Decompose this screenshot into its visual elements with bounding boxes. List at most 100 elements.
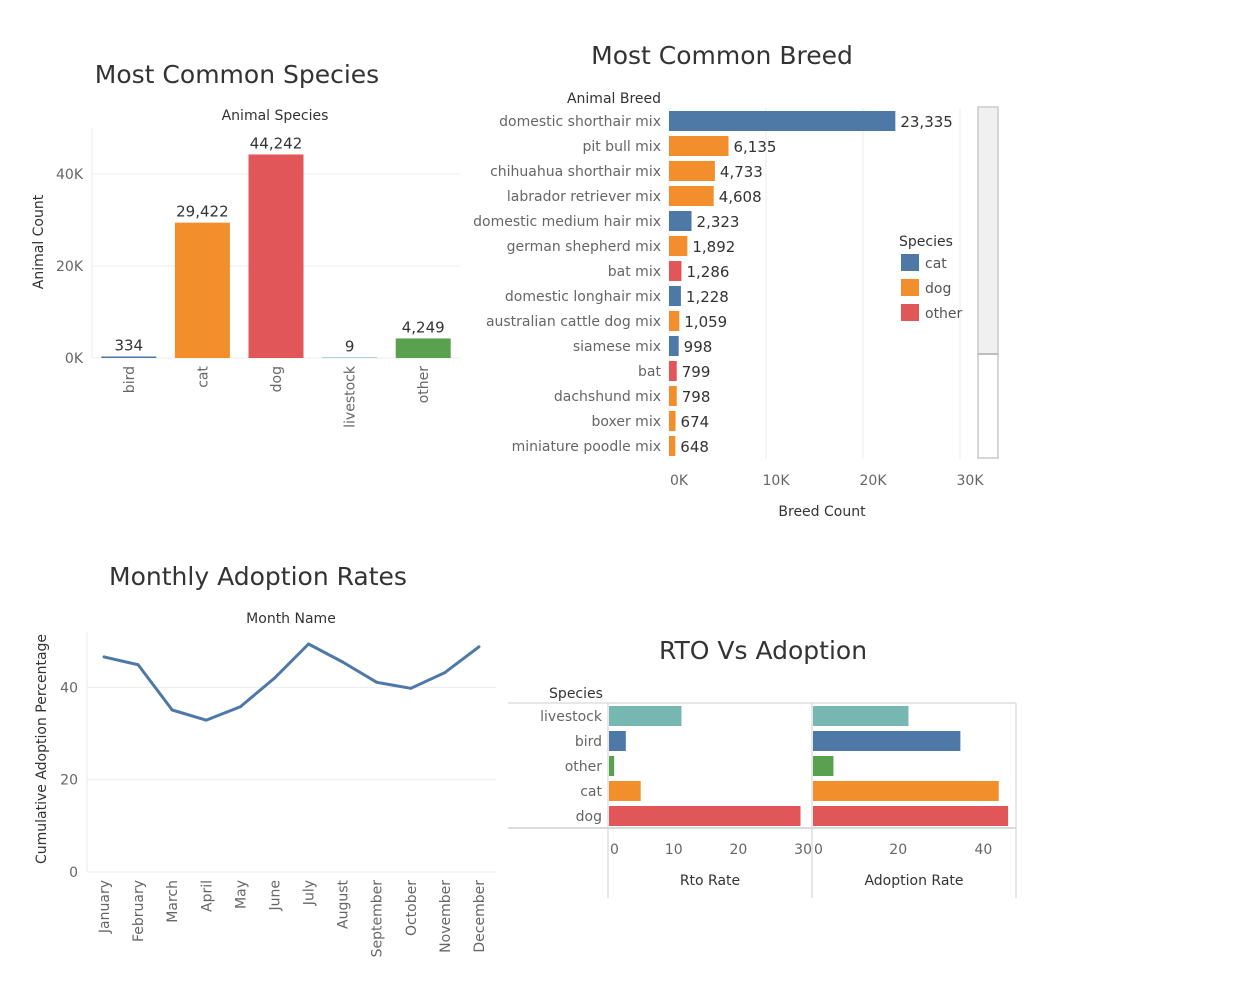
adoption-rate-x-tick-label: 20 (889, 842, 907, 858)
monthly-y-tick-label: 40 (60, 680, 78, 696)
breed-category-label: domestic longhair mix (505, 289, 661, 305)
species-bar-other (395, 338, 451, 358)
monthly-category-label: January (97, 880, 113, 934)
breed-value-label: 648 (680, 438, 709, 456)
breed-category-label: german shepherd mix (507, 239, 661, 255)
adoption-bar-livestock (813, 706, 909, 726)
species-category-label-dog: dog (269, 366, 285, 392)
breed-chart-title: Most Common Breed (591, 41, 853, 70)
breed-category-label: dachshund mix (554, 389, 661, 405)
species-chart-title: Most Common Species (95, 60, 379, 89)
breed-value-label: 4,608 (719, 188, 762, 206)
species-y-tick-label: 0K (65, 351, 84, 367)
rto-bar-bird (609, 731, 626, 751)
monthly-category-label: March (165, 880, 181, 923)
species-y-tick-label: 40K (56, 167, 84, 183)
species-bar-bird (101, 356, 157, 358)
breed-legend-title: Species (899, 234, 953, 250)
adoption-rate-point (272, 676, 276, 680)
rto-category-label-bird: bird (575, 734, 602, 750)
adoption-rate-point (477, 645, 481, 649)
legend-label-cat: cat (925, 256, 947, 272)
legend-label-dog: dog (925, 281, 951, 297)
rto-y-axis-title: Species (549, 686, 603, 702)
rto-category-label-livestock: livestock (540, 709, 603, 725)
species-category-label-other: other (416, 366, 432, 404)
breed-category-label: australian cattle dog mix (486, 314, 661, 330)
species-y-tick-label: 20K (56, 259, 84, 275)
rto-bar-dog (609, 806, 801, 826)
monthly-chart: 0 20 40 January February March April May June Jul… (60, 632, 496, 957)
rto-bar-other (609, 756, 615, 776)
adoption-rate-point (238, 705, 242, 709)
species-value-label-livestock: 9 (345, 337, 355, 355)
breed-category-label: bat mix (608, 264, 661, 280)
rto-bar-livestock (609, 706, 682, 726)
breed-chart: 0K 10K 20K 30K 23,335 domestic shorthair mix 6… (473, 108, 984, 489)
breed-value-label: 1,892 (692, 238, 735, 256)
breed-bar (669, 111, 896, 131)
species-value-label-dog: 44,242 (250, 134, 303, 152)
breed-y-axis-title: Animal Breed (567, 91, 661, 107)
breed-bar (669, 236, 688, 256)
breed-bar (669, 136, 729, 156)
adoption-rate-axis-title: Adoption Rate (864, 873, 963, 889)
breed-bar (669, 286, 681, 306)
breed-x-tick-label: 10K (763, 473, 791, 489)
rto-chart-title: RTO Vs Adoption (659, 636, 867, 665)
breed-bar (669, 211, 692, 231)
species-bar-dog (248, 154, 304, 358)
breed-x-tick-label: 0K (670, 473, 689, 489)
species-bar-livestock (322, 357, 378, 358)
monthly-category-label: September (370, 880, 386, 958)
breed-value-label: 1,228 (686, 288, 729, 306)
breed-category-label: siamese mix (573, 339, 661, 355)
adoption-rate-line (103, 642, 480, 722)
species-category-label-bird: bird (122, 366, 138, 393)
species-category-label-livestock: livestock (343, 365, 359, 428)
species-category-label-cat: cat (195, 365, 211, 387)
adoption-bar-cat (813, 781, 999, 801)
breed-category-label: pit bull mix (582, 139, 661, 155)
breed-value-label: 1,059 (684, 313, 727, 331)
adoption-rate-point (204, 718, 208, 722)
monthly-category-label: July (302, 880, 318, 906)
adoption-rate-point (307, 642, 311, 646)
adoption-rate-x-tick-label: 40 (974, 842, 992, 858)
breed-bar (669, 386, 677, 406)
monthly-x-axis-title: Month Name (246, 611, 336, 627)
breed-category-label: chihuahua shorthair mix (490, 164, 661, 180)
monthly-category-label: May (233, 880, 249, 909)
scrollbar-thumb[interactable] (979, 108, 997, 354)
breed-value-label: 674 (681, 413, 710, 431)
species-value-label-cat: 29,422 (176, 203, 229, 221)
breed-bar (669, 161, 715, 181)
breed-value-label: 998 (684, 338, 713, 356)
breed-value-label: 799 (682, 363, 711, 381)
breed-category-label: domestic medium hair mix (473, 214, 661, 230)
breed-value-label: 2,323 (697, 213, 740, 231)
monthly-chart-title: Monthly Adoption Rates (109, 562, 407, 591)
monthly-category-label: August (336, 879, 352, 929)
adoption-rate-point (102, 655, 106, 659)
adoption-rate-point (341, 660, 345, 664)
species-value-label-bird: 334 (114, 336, 143, 354)
breed-bar (669, 336, 679, 356)
species-y-axis-title: Animal Count (31, 194, 47, 289)
breed-value-label: 23,335 (900, 113, 953, 131)
rto-category-label-other: other (565, 759, 603, 775)
breed-scrollbar[interactable] (977, 106, 999, 459)
rto-category-label-cat: cat (580, 784, 602, 800)
monthly-category-label: October (404, 880, 420, 936)
breed-category-label: miniature poodle mix (512, 439, 661, 455)
adoption-rate-point (170, 708, 174, 712)
breed-bar (669, 361, 677, 381)
breed-bar (669, 411, 676, 431)
breed-bar (669, 261, 682, 281)
legend-label-other: other (925, 306, 963, 322)
monthly-category-label: November (438, 880, 454, 953)
breed-value-label: 798 (682, 388, 711, 406)
adoption-bar-other (813, 756, 834, 776)
monthly-category-label: June (267, 880, 283, 912)
